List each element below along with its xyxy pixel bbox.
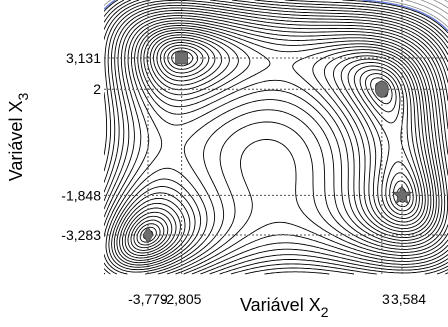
minimum-marker-circle	[374, 80, 389, 98]
contour-line	[116, 29, 435, 264]
minimum-marker-square	[175, 51, 188, 65]
grid-lines	[104, 0, 448, 275]
minimum-marker-star	[391, 184, 413, 205]
tick-labels: -3,779-2,805 3 3,584 3,131 2 -1,848 -3,283	[61, 50, 426, 307]
contour-line	[113, 27, 437, 266]
outer-contour-line	[104, 0, 448, 28]
contour-line	[104, 0, 448, 34]
y-tick-label: 3,131	[66, 50, 101, 66]
outer-contour-line	[405, 0, 448, 21]
contour-line	[104, 0, 448, 275]
contour-line	[104, 9, 448, 275]
x-tick-label: -2,805	[162, 291, 202, 307]
outer-contour-line	[433, 0, 448, 9]
outer-contour-line	[444, 0, 448, 3]
contour-line	[130, 42, 420, 251]
y-tick-label: -1,848	[61, 187, 101, 203]
contour-line	[108, 22, 443, 271]
outer-contour-line	[420, 0, 448, 15]
x-tick-label: -3,779	[128, 291, 168, 307]
x-tick-label: 3	[382, 291, 390, 307]
contour-line	[104, 0, 448, 275]
contour-line	[104, 0, 448, 275]
contour-line	[105, 20, 446, 273]
contour-line	[133, 44, 417, 249]
x-tick-label: 3,584	[391, 291, 426, 307]
contour-line	[119, 32, 432, 261]
contour-line	[104, 0, 448, 275]
contour-line	[143, 53, 408, 240]
contour-line	[104, 0, 448, 275]
contour-line	[104, 4, 448, 275]
contour-line	[127, 39, 423, 254]
contour-line	[121, 34, 429, 259]
x-axis-label: Variável X2	[240, 295, 329, 320]
y-axis-label: Variável X3	[6, 93, 31, 182]
contour-line	[104, 2, 448, 275]
y-tick-label: -3,283	[61, 227, 101, 243]
contour-line	[136, 47, 414, 246]
minimum-marker-diamond	[142, 226, 154, 244]
contour-lines	[104, 0, 448, 275]
contour-line	[111, 25, 440, 268]
contour-line	[104, 17, 448, 275]
contour-line	[104, 12, 448, 275]
minima-markers	[142, 51, 413, 244]
y-tick-label: 2	[93, 81, 101, 97]
